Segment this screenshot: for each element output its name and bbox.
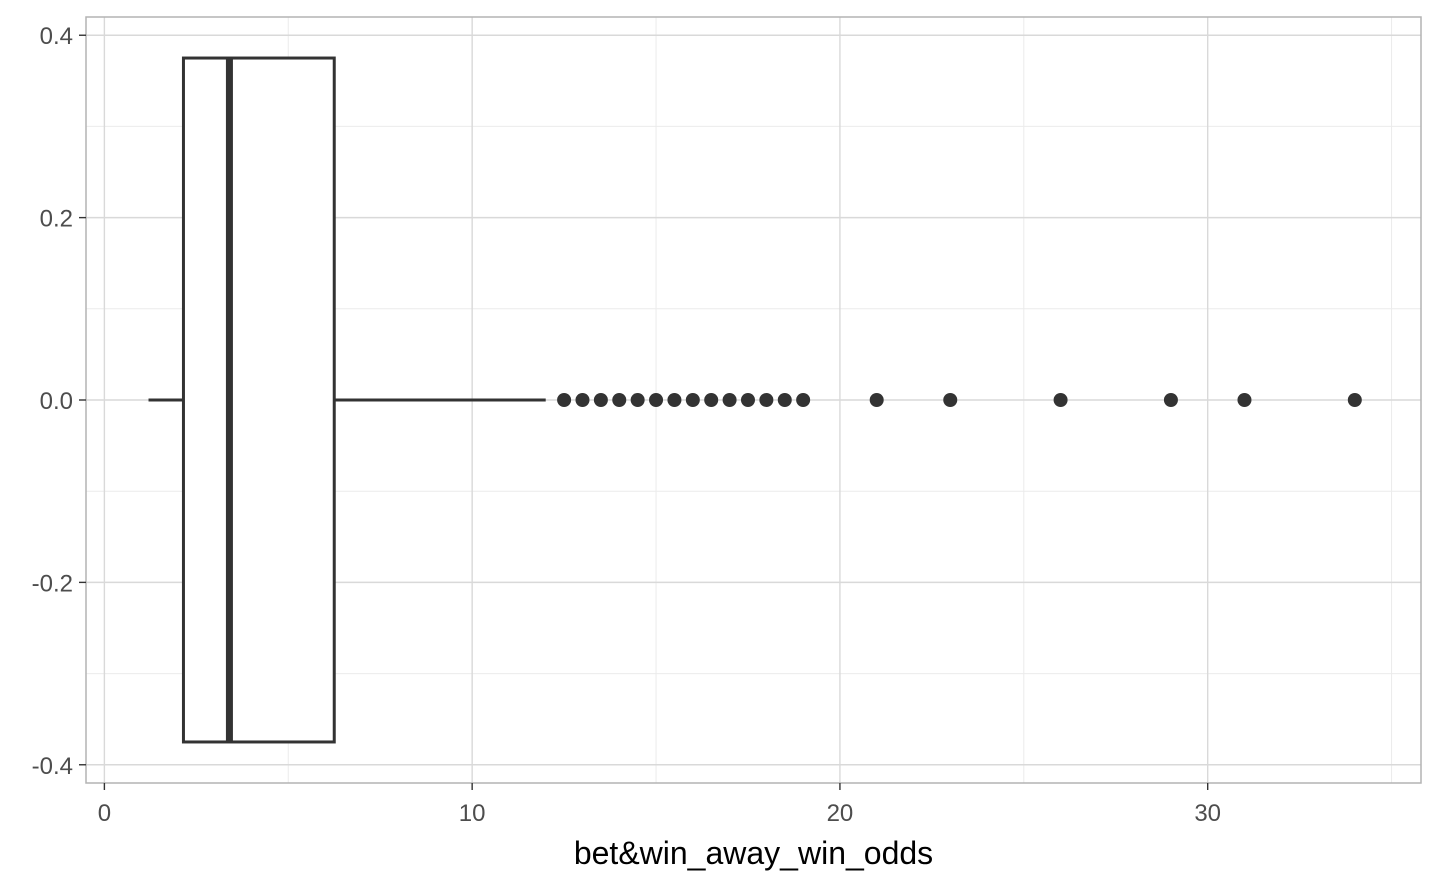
outlier-point [593,393,608,407]
outlier-point [685,393,700,407]
outlier-point [796,393,811,407]
x-tick-label: 20 [827,800,854,827]
y-tick-label: -0.2 [32,570,73,597]
outlier-point [1163,393,1178,407]
outlier-point [630,393,645,407]
outlier-point [612,393,627,407]
outlier-point [943,393,958,407]
boxplot-layer [148,56,546,744]
interquartile-box [181,56,336,744]
y-axis-tick-labels: 0.4 0.2 0.0 -0.2 -0.4 [32,23,73,780]
outlier-point [667,393,682,407]
outlier-point [759,393,774,407]
x-tick-label: 10 [459,800,486,827]
x-tick-label: 30 [1194,800,1221,827]
outlier-point [557,393,572,407]
x-tick-label: 0 [98,800,111,827]
outlier-point [740,393,755,407]
x-axis-tick-labels: 0 10 20 30 [98,800,1221,827]
y-tick-label: 0.4 [40,23,73,50]
outlier-point [649,393,664,407]
outlier-point [869,393,884,407]
outlier-point [575,393,590,407]
outlier-point [777,393,792,407]
y-tick-label: -0.4 [32,753,73,780]
y-tick-label: 0.2 [40,206,73,233]
outlier-point [704,393,719,407]
outlier-point [1347,393,1362,407]
y-tick-label: 0.0 [40,388,73,415]
outlier-point [722,393,737,407]
axis-ticks [79,34,1209,790]
x-axis-title: bet&win_away_win_odds [574,835,933,871]
outlier-point [1053,393,1068,407]
outlier-points [557,393,1362,407]
outlier-point [1237,393,1252,407]
